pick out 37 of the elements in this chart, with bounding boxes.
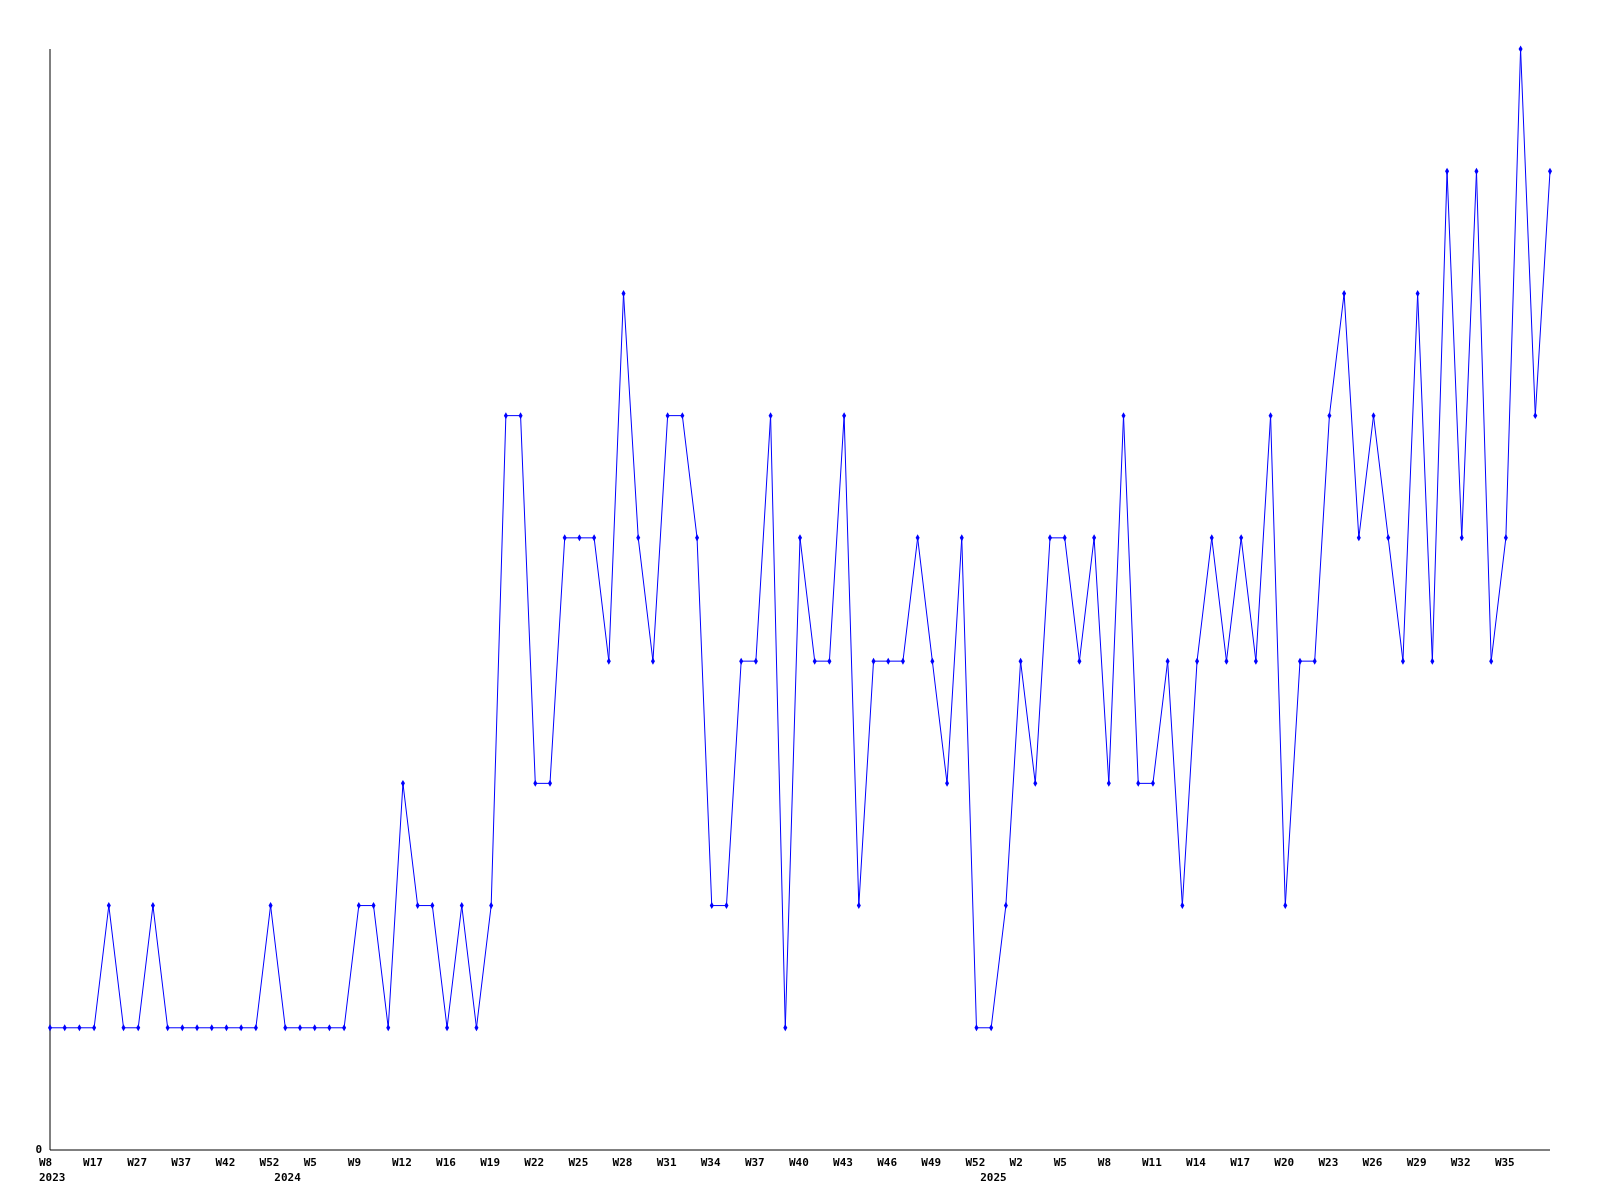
x-tick-label: W11	[1141, 1156, 1163, 1169]
x-tick-label: W2	[1009, 1156, 1023, 1169]
x-tick-label: W23	[1318, 1156, 1339, 1169]
x-tick-label: W40	[789, 1156, 809, 1169]
x-tick-label: W12	[391, 1156, 412, 1169]
x-tick-label: W25	[568, 1156, 589, 1169]
x-tick-label: W43	[833, 1156, 853, 1169]
x-tick-label: W8	[1097, 1156, 1112, 1169]
x-tick-label: W22	[524, 1156, 545, 1169]
x-tick-label: W5	[303, 1156, 317, 1169]
x-tick-label: W35	[1494, 1156, 1515, 1169]
x-tick-label: W29	[1406, 1156, 1427, 1169]
x-tick-label: 2024	[274, 1171, 302, 1184]
x-tick-label: W19	[480, 1156, 501, 1169]
x-tick-label: W46	[877, 1156, 898, 1169]
x-tick-label: W52	[259, 1156, 280, 1169]
x-tick-label: W28	[612, 1156, 633, 1169]
x-tick-label: W52	[965, 1156, 986, 1169]
x-tick-label: W17	[83, 1156, 103, 1169]
x-tick-label: W9	[347, 1156, 362, 1169]
x-tick-label: W14	[1186, 1156, 1207, 1169]
text: 0	[35, 1143, 42, 1157]
x-tick-label: W8 2023	[39, 1156, 66, 1184]
x-tick-label: W26	[1362, 1156, 1383, 1169]
x-tick-label: W37	[744, 1156, 765, 1169]
x-tick-label: W34	[700, 1156, 722, 1169]
x-tick-label: W49	[921, 1156, 942, 1169]
x-tick-label: W42	[215, 1156, 236, 1169]
x-tick-label: W17	[1230, 1156, 1251, 1169]
x-tick-label: W5	[1053, 1156, 1067, 1169]
x-tick-label: W27	[127, 1156, 148, 1169]
x-tick-label: 2025	[980, 1171, 1007, 1184]
x-tick-label: W20	[1274, 1156, 1295, 1169]
x-tick-label: W31	[656, 1156, 677, 1169]
x-tick-label: W37	[171, 1156, 192, 1169]
x-tick-label: W32	[1450, 1156, 1471, 1169]
x-tick-label: W16	[436, 1156, 457, 1169]
